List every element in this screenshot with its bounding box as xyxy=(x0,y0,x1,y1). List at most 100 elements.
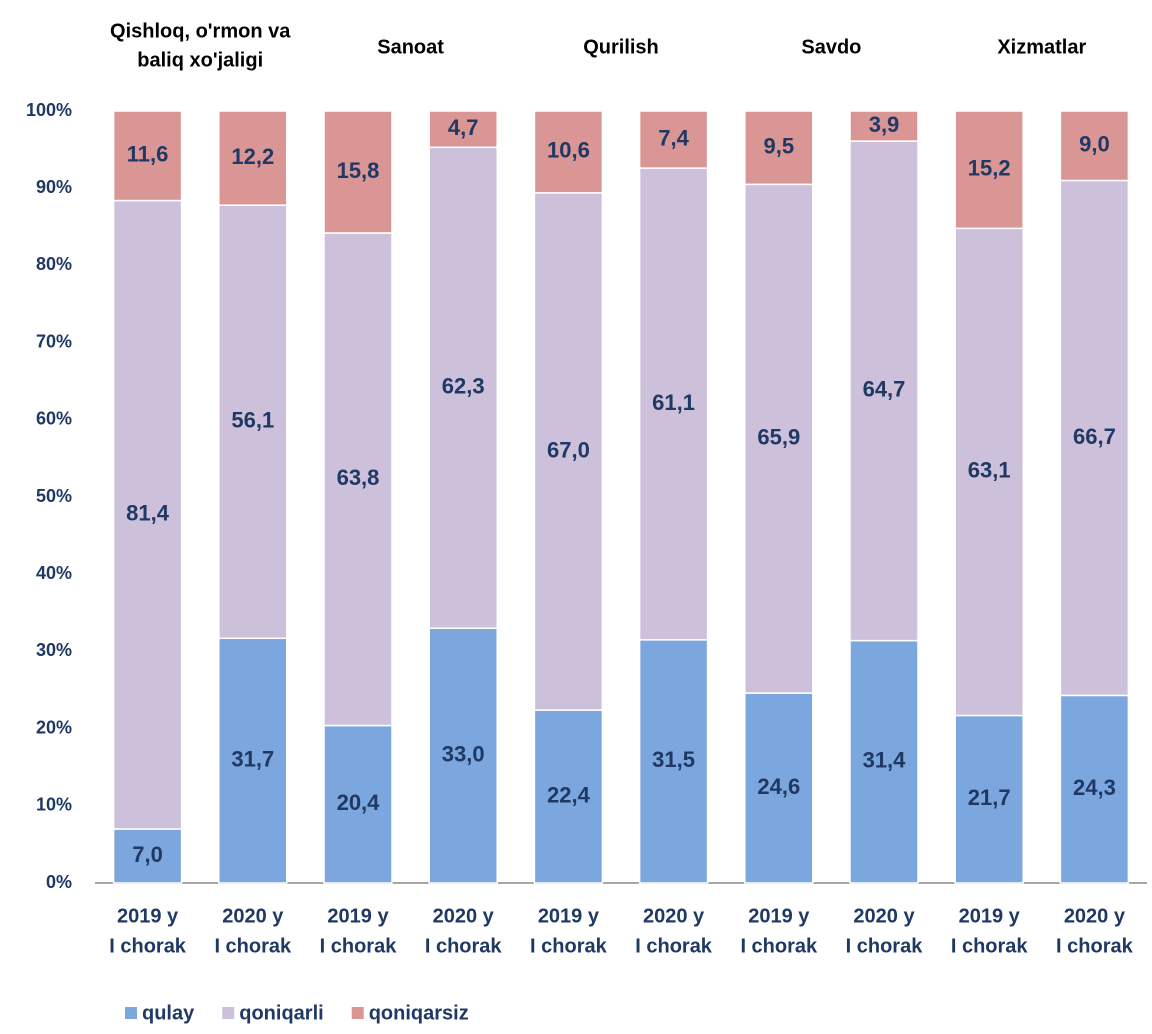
data-label: 24,6 xyxy=(757,774,800,799)
x-tick-label: I chorak xyxy=(740,935,818,957)
x-tick-label: I chorak xyxy=(1056,935,1134,957)
data-label: 11,6 xyxy=(127,142,169,167)
data-label: 3,9 xyxy=(869,112,900,137)
x-tick-label: I chorak xyxy=(214,935,292,957)
bar-segment xyxy=(112,110,183,202)
group-title: Qurilish xyxy=(583,36,659,58)
y-tick-label: 80% xyxy=(36,254,72,274)
x-tick-label: 2020 y xyxy=(1064,905,1126,927)
data-label: 4,7 xyxy=(448,115,479,140)
bar-segment xyxy=(218,204,288,640)
legend-label: qoniqarli xyxy=(239,1002,323,1024)
bar-segment xyxy=(744,110,814,186)
x-tick-label: I chorak xyxy=(109,935,187,957)
bar-segment xyxy=(218,110,288,206)
bar-segment xyxy=(218,637,288,884)
data-label: 63,8 xyxy=(337,465,380,490)
bar-segment xyxy=(428,627,498,884)
legend-swatch xyxy=(351,1007,364,1019)
data-label: 81,4 xyxy=(126,501,170,526)
bar-segment xyxy=(533,192,604,711)
data-label: 66,7 xyxy=(1073,424,1116,449)
data-label: 31,7 xyxy=(231,746,274,771)
data-label: 56,1 xyxy=(231,408,274,433)
x-tick-label: I chorak xyxy=(425,935,503,957)
bar-segment xyxy=(533,110,604,194)
bar-segment xyxy=(954,227,1024,717)
bar-segment xyxy=(638,110,709,169)
data-label: 61,1 xyxy=(652,390,695,415)
y-tick-label: 50% xyxy=(36,486,72,506)
data-label: 31,5 xyxy=(652,747,695,772)
data-label: 65,9 xyxy=(757,425,800,450)
bar-segment xyxy=(323,110,393,234)
legend-label: qoniqarsiz xyxy=(369,1002,469,1024)
x-tick-label: I chorak xyxy=(635,935,713,957)
x-tick-label: I chorak xyxy=(530,935,608,957)
data-label: 22,4 xyxy=(547,782,591,807)
data-label: 7,4 xyxy=(658,125,689,150)
x-tick-label: 2020 y xyxy=(222,905,284,927)
legend-label: qulay xyxy=(142,1002,195,1024)
x-tick-label: 2020 y xyxy=(853,905,915,927)
bar-segment xyxy=(744,692,814,884)
x-tick-label: 2020 y xyxy=(643,905,705,927)
bar-segment xyxy=(428,110,498,149)
y-tick-label: 0% xyxy=(46,872,72,892)
y-tick-label: 30% xyxy=(36,640,72,660)
group-title: Sanoat xyxy=(377,36,444,58)
bar-segment xyxy=(744,183,814,694)
x-tick-label: 2019 y xyxy=(327,905,389,927)
y-tick-label: 10% xyxy=(36,795,72,815)
x-tick-label: 2020 y xyxy=(433,905,495,927)
data-label: 63,1 xyxy=(968,458,1011,483)
y-tick-label: 100% xyxy=(26,100,72,120)
bar-segment xyxy=(849,639,919,884)
x-tick-label: 2019 y xyxy=(959,905,1021,927)
data-label: 20,4 xyxy=(337,790,381,815)
data-label: 9,5 xyxy=(764,133,795,158)
data-label: 33,0 xyxy=(442,741,485,766)
bar-segment xyxy=(1059,694,1130,884)
y-tick-label: 40% xyxy=(36,563,72,583)
group-title: Xizmatlar xyxy=(997,36,1086,58)
group-title: Savdo xyxy=(801,36,861,58)
bar-segment xyxy=(323,724,393,884)
data-label: 15,8 xyxy=(337,158,380,183)
data-label: 15,2 xyxy=(968,155,1011,180)
legend-swatch xyxy=(222,1007,235,1019)
bar-segment xyxy=(954,110,1024,230)
data-label: 64,7 xyxy=(863,377,906,402)
data-label: 7,0 xyxy=(132,842,163,867)
y-tick-label: 60% xyxy=(36,409,72,429)
bar-segment xyxy=(849,110,919,142)
group-title: Qishloq, o'rmon va xyxy=(110,20,291,42)
bar-segment xyxy=(112,199,183,830)
bar-segment xyxy=(849,140,919,642)
x-tick-label: I chorak xyxy=(320,935,398,957)
data-label: 67,0 xyxy=(547,437,590,462)
data-label: 24,3 xyxy=(1073,775,1116,800)
bar-segment xyxy=(533,709,604,884)
data-label: 62,3 xyxy=(442,374,485,399)
data-label: 31,4 xyxy=(863,748,907,773)
bar-segment xyxy=(112,828,183,884)
data-label: 9,0 xyxy=(1079,132,1110,157)
bar-segment xyxy=(1059,110,1130,182)
bar-segment xyxy=(638,167,709,641)
y-tick-label: 20% xyxy=(36,717,72,737)
bar-segment xyxy=(428,146,498,629)
data-label: 10,6 xyxy=(547,138,590,163)
y-tick-label: 90% xyxy=(36,177,72,197)
y-tick-label: 70% xyxy=(36,331,72,351)
bar-segment xyxy=(323,232,393,727)
bar-segment xyxy=(638,639,709,884)
x-tick-label: 2019 y xyxy=(538,905,600,927)
group-title: baliq xo'jaligi xyxy=(137,49,263,71)
data-label: 21,7 xyxy=(968,785,1011,810)
legend-swatch xyxy=(125,1007,137,1019)
bar-segment xyxy=(1059,179,1130,697)
x-tick-label: 2019 y xyxy=(748,905,810,927)
x-tick-label: 2019 y xyxy=(117,905,179,927)
x-tick-label: I chorak xyxy=(846,935,924,957)
